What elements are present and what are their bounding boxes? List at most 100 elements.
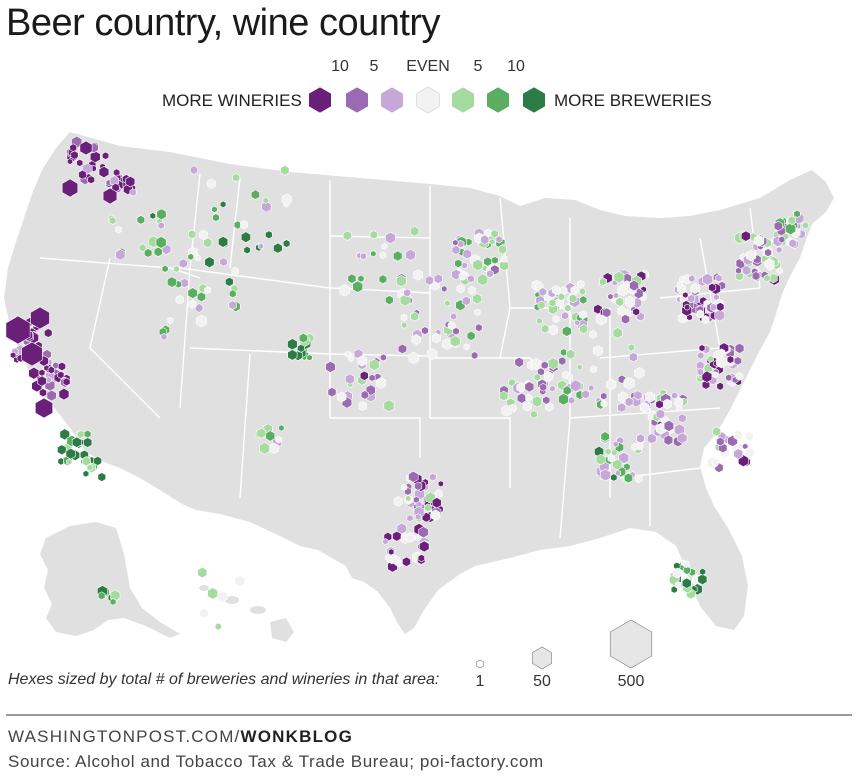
- hex-cell: [385, 231, 396, 245]
- hex-cell: [579, 323, 588, 335]
- hex-cell: [231, 266, 239, 276]
- hex-cell: [178, 258, 188, 269]
- hex-cell: [93, 455, 102, 466]
- hex-cell: [219, 257, 228, 267]
- hex-cell: [5, 315, 31, 345]
- hex-cell: [243, 245, 251, 255]
- hex-cell: [381, 243, 388, 250]
- hex-cell: [458, 271, 467, 281]
- hex-cell: [451, 245, 461, 255]
- hex-cell: [195, 314, 207, 328]
- hex-cell: [697, 573, 708, 586]
- hex-cell: [187, 253, 194, 261]
- hex-cell: [696, 367, 704, 376]
- hex-cell: [751, 271, 761, 281]
- hex-cell: [452, 239, 459, 247]
- hex-cell: [767, 264, 774, 272]
- hex-cell: [400, 483, 408, 492]
- hex-cell: [282, 239, 291, 248]
- hex-cell: [595, 453, 606, 466]
- hex-cell: [612, 327, 623, 339]
- hex-cell: [129, 188, 137, 197]
- hex-cell: [207, 587, 218, 600]
- hex-cell: [256, 427, 267, 439]
- hex-cell: [44, 328, 53, 338]
- hex-cell: [424, 503, 432, 513]
- hex-cell: [617, 283, 629, 297]
- hex-cell: [462, 248, 472, 260]
- hex-cell: [733, 356, 742, 366]
- hex-cell: [509, 403, 517, 413]
- hex-cell: [615, 469, 621, 477]
- hex-cell: [393, 496, 403, 507]
- hex-cell: [425, 275, 434, 286]
- hex-cell: [360, 390, 369, 400]
- hex-cell: [391, 555, 401, 566]
- hex-cell: [217, 590, 228, 603]
- hex-cell: [196, 291, 206, 303]
- hex-cell: [115, 248, 126, 261]
- hex-cell: [566, 373, 573, 381]
- hex-cell: [433, 273, 443, 284]
- hex-cell: [677, 313, 687, 324]
- hex-cell: [549, 385, 556, 393]
- hex-cell: [684, 303, 691, 311]
- hex-cell: [359, 370, 369, 381]
- hex-cell: [297, 343, 305, 353]
- hex-cell: [746, 249, 756, 262]
- hex-cell: [715, 274, 723, 283]
- hex-cell: [430, 509, 441, 521]
- hex-cell: [392, 530, 402, 542]
- hex-cell: [232, 173, 241, 183]
- hex-cell: [676, 281, 683, 288]
- hex-cell: [82, 456, 91, 467]
- hex-cell: [629, 279, 639, 292]
- hex-cell: [456, 284, 465, 294]
- hex-cell: [62, 377, 71, 387]
- hex-cell: [468, 285, 476, 295]
- size-legend-label: 500: [617, 673, 645, 690]
- hex-cell: [187, 287, 198, 299]
- hex-cell: [562, 325, 572, 337]
- hex-cell: [360, 252, 367, 261]
- legend-swatch: [380, 86, 404, 114]
- hex-cell: [701, 315, 710, 325]
- alaska-shape: [40, 522, 180, 638]
- size-legend-caption: Hexes sized by total # of breweries and …: [8, 671, 440, 688]
- hex-cell: [125, 175, 136, 188]
- hex-cell: [708, 282, 717, 293]
- hex-cell: [785, 222, 796, 236]
- hex-cell: [188, 229, 197, 240]
- hex-cell: [545, 402, 554, 412]
- hex-cell: [716, 302, 725, 312]
- hex-cell: [581, 389, 590, 400]
- hex-cell: [98, 165, 110, 179]
- hex-cell: [617, 402, 627, 413]
- hex-cell: [352, 280, 363, 293]
- hex-cell: [240, 231, 251, 243]
- legend-more-wineries: MORE WINERIES: [162, 91, 302, 110]
- hex-cell: [212, 213, 220, 222]
- hex-cell: [547, 357, 559, 370]
- hex-cell: [735, 267, 742, 275]
- hex-cell: [735, 371, 744, 381]
- hex-cell: [344, 350, 352, 358]
- hex-cell: [240, 220, 248, 230]
- hex-cell: [383, 399, 395, 413]
- hex-cell: [28, 366, 40, 380]
- hex-cell: [702, 273, 713, 286]
- hex-cell: [634, 474, 643, 484]
- hex-cell: [461, 295, 471, 306]
- hex-cell: [206, 178, 216, 189]
- hex-cell: [417, 554, 425, 563]
- hex-cell: [204, 286, 211, 294]
- hex-cell: [613, 270, 625, 284]
- hex-cell: [489, 238, 496, 246]
- hex-cell: [696, 309, 704, 319]
- hex-cell: [674, 396, 684, 407]
- hex-cell: [618, 451, 630, 465]
- hex-cell: [79, 140, 93, 156]
- hex-cell: [558, 356, 567, 366]
- hex-cell: [631, 442, 639, 452]
- hawaii-island: [270, 618, 294, 642]
